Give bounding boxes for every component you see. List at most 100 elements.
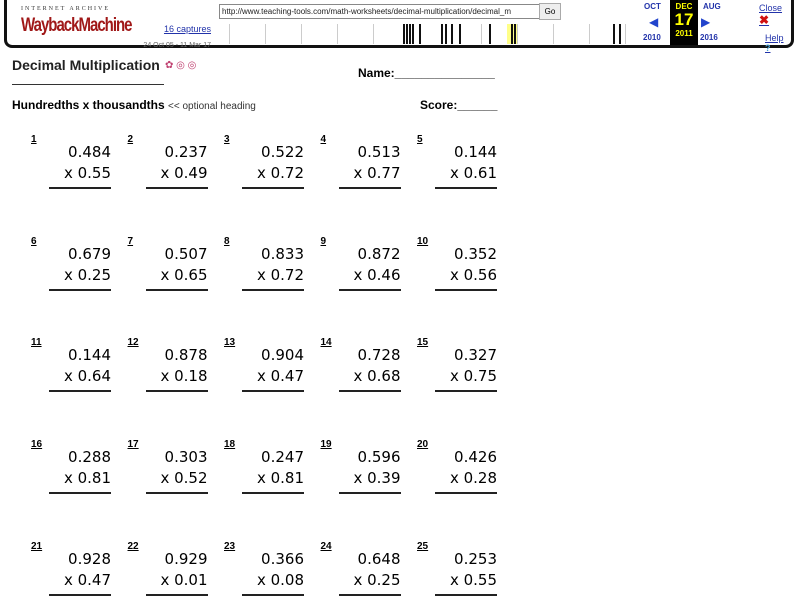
logo-main-text: WaybackMachine [21,14,132,37]
problem-number: 17 [127,439,139,451]
close-link[interactable]: Close ✖ [759,3,791,27]
capture-bar[interactable] [451,24,453,44]
multiplier: x 0.61 [449,164,497,182]
multiplicand: 0.728 [357,346,401,365]
capture-bar[interactable] [489,24,491,44]
close-icon[interactable]: ✖ [759,13,770,27]
problem-number: 7 [127,235,134,247]
capture-bar[interactable] [412,24,414,44]
multiplicand: 0.648 [357,549,401,568]
capture-bar[interactable] [459,24,461,44]
problem-number: 1 [31,134,37,145]
answer-line [435,593,497,596]
answer-line [242,593,304,596]
problem-number: 8 [224,235,230,247]
answer-line [435,187,497,189]
answer-line [145,288,208,291]
timeline-tick [481,24,482,44]
next-arrow-icon[interactable]: ▶ [701,15,711,29]
timeline-tick [553,24,554,44]
multiplier: x 0.47 [63,570,111,589]
capture-bar[interactable] [409,24,411,44]
answer-line [338,390,401,393]
answer-line [338,492,401,495]
current-year: 2011 [675,29,693,38]
problem-number: 5 [417,134,423,145]
answer-line [49,492,111,495]
current-day: 17 [674,10,694,29]
capture-bar[interactable] [403,24,405,44]
prev-arrow-icon[interactable]: ◀ [649,15,659,29]
answer-line [242,187,304,189]
go-button[interactable]: Go [539,3,561,20]
multiplicand: 0.303 [164,448,208,467]
problem-number: 11 [31,337,42,349]
answer-line [49,390,111,393]
multiplicand: 0.928 [68,549,111,568]
multiplicand: 0.352 [454,244,497,263]
timeline-tick [517,24,518,44]
multiplier: x 0.46 [353,265,401,284]
answer-line [49,288,111,291]
url-input[interactable]: http://www.teaching-tools.com/math-works… [219,4,541,19]
multiplier: x 0.49 [160,164,208,182]
multiplier: x 0.08 [256,570,304,589]
help-label[interactable]: Help [765,33,784,43]
close-label[interactable]: Close [759,3,783,13]
answer-line [145,593,208,596]
captures-link[interactable]: 16 captures [163,24,211,34]
capture-bar[interactable] [406,24,408,44]
next-month[interactable]: AUG [703,2,721,11]
multiplicand: 0.872 [357,244,401,263]
multiplicand: 0.237 [164,143,208,161]
answer-line [242,288,304,291]
capture-bar[interactable] [613,24,615,44]
multiplicand: 0.878 [164,346,208,365]
settings-icons[interactable]: ✿ ◎ ◎ [165,60,197,71]
next-year[interactable]: 2016 [700,33,718,42]
capture-bar[interactable] [619,24,621,44]
capture-bar[interactable] [419,24,421,44]
answer-line [242,390,304,393]
captures-range: 24 Oct 05 - 11 Mar 17 [143,42,211,49]
prev-month[interactable]: OCT [644,2,661,11]
capture-bar[interactable] [514,24,516,44]
answer-line [435,492,497,495]
multiplicand: 0.507 [164,244,208,263]
multiplier: x 0.55 [63,164,111,182]
problem-number: 18 [224,439,236,451]
page-title: Decimal Multiplication [12,57,160,73]
capture-timeline[interactable] [219,24,639,44]
timeline-tick [229,24,230,44]
multiplier: x 0.77 [353,164,401,182]
help-icon[interactable]: ? [765,43,771,53]
capture-bar[interactable] [511,24,513,44]
multiplier: x 0.18 [160,367,208,386]
multiplicand: 0.522 [261,143,304,161]
current-capture: DEC 17 2011 [670,0,698,45]
answer-line [435,288,497,291]
timeline-tick [337,24,338,44]
prev-year[interactable]: 2010 [643,33,661,42]
capture-bar[interactable] [441,24,443,44]
wayback-logo[interactable]: INTERNET ARCHIVE WaybackMachine [21,6,132,36]
timeline-tick [373,24,374,44]
answer-line [145,492,208,495]
multiplicand: 0.144 [454,143,497,161]
problem-number: 16 [31,439,43,451]
problem-number: 22 [127,540,139,552]
multiplicand: 0.484 [68,143,111,161]
multiplicand: 0.596 [357,448,401,467]
multiplicand: 0.366 [261,549,304,568]
help-link[interactable]: Help ? [765,33,791,53]
multiplicand: 0.253 [454,549,497,568]
problem-number: 2 [127,134,134,145]
multiplicand: 0.513 [357,143,401,161]
problem-number: 23 [224,540,236,552]
answer-line [145,187,208,189]
multiplicand: 0.929 [164,549,208,568]
problem-number: 10 [417,235,429,247]
multiplicand: 0.833 [261,244,304,263]
capture-bar[interactable] [445,24,447,44]
heading-note: << optional heading [168,101,256,112]
